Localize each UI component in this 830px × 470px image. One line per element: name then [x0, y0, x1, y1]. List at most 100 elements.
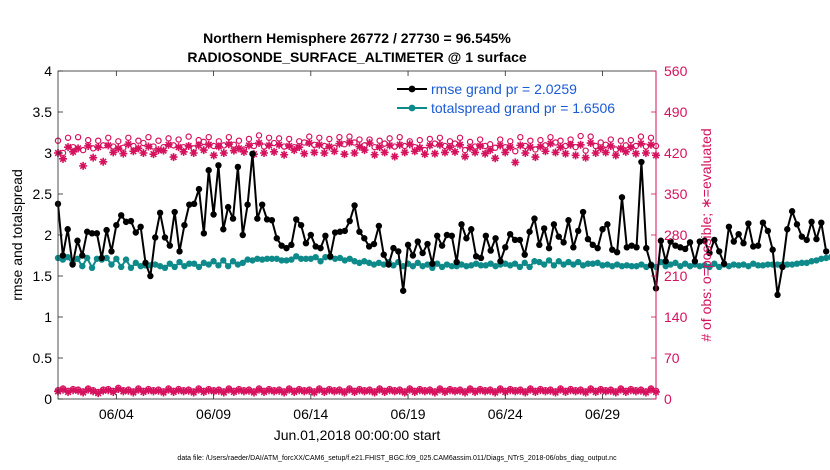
rmse-data-point	[803, 236, 810, 244]
obs-possible-marker	[105, 134, 112, 141]
totalspread-data-point	[681, 260, 689, 267]
rmse-data-point	[424, 240, 431, 248]
left-axis-ticks: 0 0.5 1 1.5 2 2.5 3 3.5 4	[33, 63, 63, 407]
totalspread-data-point	[822, 254, 830, 262]
totalspread-data-point	[83, 254, 91, 262]
totalspread-data-point	[74, 255, 81, 262]
rmse-data-point	[327, 253, 334, 260]
obs-evaluated-marker	[385, 141, 394, 150]
obs-possible-marker	[562, 142, 569, 150]
obs-evaluated-marker-low	[134, 385, 143, 394]
totalspread-data-point	[181, 262, 188, 270]
rmse-data-point	[434, 232, 441, 240]
totalspread-data-point	[346, 255, 353, 262]
rmse-data-point	[735, 230, 742, 238]
y-tick-label: 4	[44, 63, 52, 79]
obs-possible-marker	[185, 133, 192, 140]
rmse-data-point	[147, 272, 154, 280]
obs-evaluated-marker-low	[239, 387, 248, 396]
obs-evaluated-marker-low	[164, 385, 173, 394]
obs-evaluated-marker	[591, 149, 600, 157]
totalspread-data-point	[244, 256, 251, 263]
obs-evaluated-marker	[471, 148, 480, 157]
obs-evaluated-marker-low	[179, 387, 188, 396]
rmse-data-point	[399, 287, 407, 294]
obs-evaluated-marker	[69, 147, 78, 156]
obs-evaluated-marker	[566, 140, 575, 149]
obs-evaluated-marker	[204, 140, 213, 149]
obs-evaluated-marker-low	[636, 386, 645, 395]
rmse-data-point	[769, 246, 776, 253]
rmse-data-point	[662, 258, 669, 265]
obs-possible-marker	[205, 133, 212, 141]
totalspread-data-point	[482, 262, 490, 269]
rmse-data-point	[302, 240, 310, 247]
obs-evaluated-marker-low	[551, 388, 560, 397]
totalspread-data-point	[701, 262, 708, 269]
obs-evaluated-marker	[209, 151, 218, 160]
obs-evaluated-marker-low	[184, 386, 193, 395]
obs-evaluated-marker	[461, 152, 470, 161]
totalspread-data-point	[249, 257, 256, 264]
rmse-data-point	[740, 240, 747, 247]
obs-evaluated-marker-low	[89, 387, 98, 396]
totalspread-data-point	[166, 260, 174, 267]
obs-evaluated-marker-low	[249, 388, 258, 397]
obs-evaluated-marker-low	[204, 386, 213, 395]
totalspread-data-point	[706, 263, 713, 271]
totalspread-data-point	[409, 262, 417, 270]
rmse-data-point	[288, 241, 295, 249]
obs-evaluated-marker	[466, 143, 475, 152]
obs-evaluated-marker-low	[355, 386, 364, 395]
obs-evaluated-marker-low	[586, 385, 595, 394]
totalspread-data-point	[113, 255, 120, 262]
totalspread-data-point	[784, 261, 791, 268]
rmse-data-point	[317, 244, 324, 252]
obs-possible-marker	[64, 134, 72, 141]
obs-evaluated-marker-low	[310, 388, 319, 397]
obs-evaluated-marker	[621, 147, 630, 156]
y-axis-label: rmse and totalspread	[9, 169, 25, 301]
obs-evaluated-marker	[275, 140, 284, 149]
rmse-data-point	[657, 237, 665, 244]
totalspread-data-point	[176, 258, 183, 266]
obs-evaluated-marker	[305, 139, 314, 148]
rmse-data-point	[798, 233, 806, 240]
obs-evaluated-marker	[606, 141, 615, 150]
obs-evaluated-marker-low	[330, 387, 339, 396]
totalspread-data-point	[584, 260, 592, 267]
rmse-data-point	[322, 232, 329, 240]
rmse-data-point	[613, 249, 621, 256]
obs-evaluated-marker	[631, 149, 640, 158]
obs-evaluated-marker-low	[521, 388, 530, 397]
rmse-data-point	[254, 215, 261, 222]
rmse-data-point	[224, 203, 232, 211]
obs-possible-marker	[617, 137, 625, 144]
obs-evaluated-marker-low	[219, 388, 228, 397]
rmse-data-point	[186, 201, 193, 208]
rmse-data-point	[681, 245, 689, 253]
obs-evaluated-marker-low	[395, 386, 404, 395]
rmse-data-point	[696, 238, 703, 245]
totalspread-data-point	[88, 264, 96, 271]
obs-evaluated-marker-low	[611, 388, 620, 397]
obs-evaluated-marker	[129, 147, 138, 156]
rmse-data-point	[506, 230, 514, 238]
obs-evaluated-marker-low	[390, 387, 399, 396]
rmse-data-point	[545, 244, 553, 252]
x-tick-label: 06/04	[99, 406, 134, 422]
rmse-data-point	[331, 229, 339, 236]
rmse-data-point	[312, 243, 319, 250]
obs-evaluated-marker-low	[440, 387, 449, 396]
obs-evaluated-marker	[516, 141, 525, 150]
y-right-tick-label: 420	[664, 145, 688, 161]
obs-evaluated-marker	[370, 150, 379, 159]
rmse-data-point	[443, 231, 451, 239]
rmse-data-point	[64, 226, 71, 233]
chart-subtitle: RADIOSONDE_SURFACE_ALTIMETER @ 1 surface	[187, 49, 527, 65]
obs-evaluated-marker	[506, 143, 515, 152]
obs-evaluated-marker-low	[531, 387, 540, 396]
obs-evaluated-marker	[450, 147, 459, 156]
obs-evaluated-marker	[511, 158, 520, 167]
totalspread-data-point	[803, 259, 810, 267]
